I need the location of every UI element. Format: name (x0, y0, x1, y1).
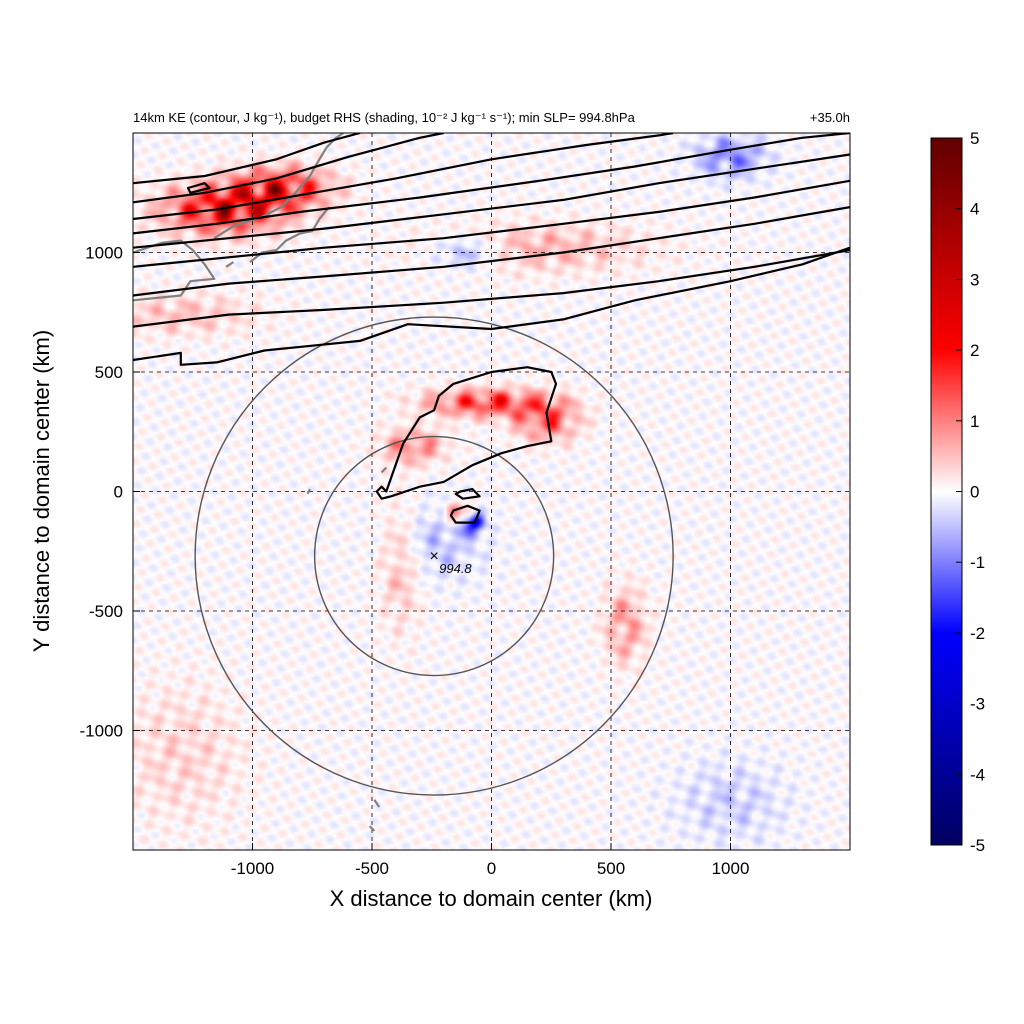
ke-contour-line (133, 246, 850, 366)
colorbar-tick-label: -4 (970, 765, 985, 784)
distance-ring (313, 435, 555, 677)
min-slp-cross-icon: × (429, 548, 438, 565)
colorbar-tick-label: 2 (970, 341, 979, 360)
x-tick-label: 0 (487, 859, 496, 878)
ke-contour-line (133, 133, 850, 235)
coastline (213, 146, 328, 240)
min-slp-label: 994.8 (439, 561, 472, 576)
y-axis-label: Y distance to domain center (km) (29, 330, 54, 652)
forecast-hour-label: +35.0h (810, 110, 850, 125)
ke-contour-line (133, 133, 361, 185)
x-tick-label: -1000 (231, 859, 274, 878)
coastline (325, 133, 344, 149)
distance-ring (194, 316, 674, 796)
colorbar-tick-label: 1 (970, 412, 979, 431)
colorbar-ticks: 5 4 3 2 1 0 -1 -2 -3 -4 -5 (956, 129, 985, 855)
distance-rings (194, 316, 674, 796)
y-axis-ticks: 1000 500 0 -500 -1000 (80, 244, 140, 741)
coastline (380, 466, 388, 474)
ke-contour-line (133, 179, 850, 268)
coastline (373, 799, 381, 808)
ke-contour-line (133, 133, 674, 221)
y-tick-label: 0 (114, 483, 123, 502)
ke-contour-line (133, 133, 444, 204)
chart-title: 14km KE (contour, J kg⁻¹), budget RHS (s… (133, 110, 636, 125)
ke-contour-line (449, 504, 481, 524)
colorbar-tick-label: 0 (970, 483, 979, 502)
x-tick-label: -500 (355, 859, 389, 878)
colorbar-tick-label: 5 (970, 129, 979, 148)
ke-contour-line (133, 249, 850, 328)
x-tick-label: 1000 (712, 859, 750, 878)
ke-contour-line (454, 488, 481, 500)
colorbar-tick-label: -1 (970, 553, 985, 572)
ke-contour-line (375, 366, 558, 500)
x-axis-ticks: -1000 -500 0 500 1000 (231, 843, 750, 878)
budget-rhs-shading (133, 133, 850, 850)
colorbar-tick-label: 4 (970, 200, 979, 219)
y-tick-label: 500 (95, 363, 123, 382)
coastline (249, 206, 330, 263)
plot-area (133, 133, 850, 850)
x-tick-label: 500 (597, 859, 625, 878)
coastline (306, 488, 311, 495)
coastline (133, 239, 216, 302)
ke-contour-line (133, 153, 850, 249)
ke-contours (133, 133, 850, 524)
ke-contour-line (133, 206, 850, 297)
y-tick-label: -1000 (80, 722, 123, 741)
coastline (368, 825, 376, 832)
coastlines (133, 133, 388, 832)
coastline (225, 261, 235, 268)
x-axis-label: X distance to domain center (km) (330, 886, 653, 911)
colorbar-tick-label: -3 (970, 695, 985, 714)
ke-contour-line (186, 182, 211, 194)
y-tick-label: -500 (89, 602, 123, 621)
colorbar-tick-label: 3 (970, 270, 979, 289)
y-tick-label: 1000 (85, 244, 123, 263)
colorbar-tick-label: -2 (970, 624, 985, 643)
min-slp-marker: × 994.8 (429, 548, 472, 576)
colorbar-tick-label: -5 (970, 836, 985, 855)
